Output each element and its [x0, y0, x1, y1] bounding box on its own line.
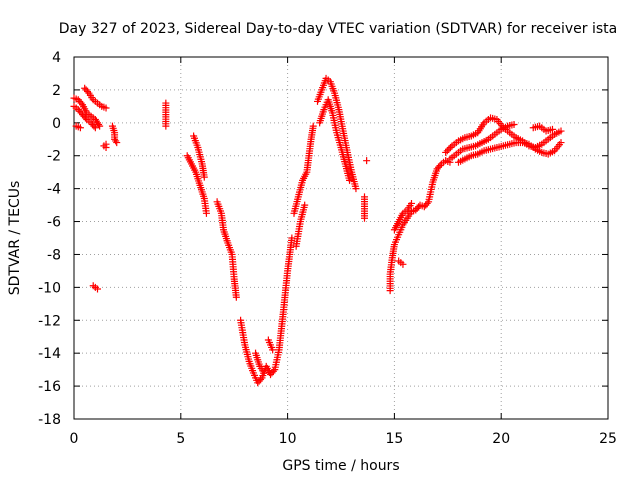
data-point: [548, 125, 556, 133]
data-point: [510, 120, 518, 128]
data-point: [557, 127, 565, 135]
data-point: [269, 346, 277, 354]
data-point: [557, 139, 565, 147]
grid: [74, 57, 608, 419]
x-tick-label: 5: [176, 431, 185, 447]
data-point: [257, 376, 265, 384]
data-point: [423, 199, 431, 207]
data-point: [102, 104, 110, 112]
y-tick-label: -4: [47, 182, 61, 198]
data-points: [70, 74, 565, 387]
y-tick-label: -18: [38, 412, 61, 428]
data-point: [288, 234, 296, 242]
data-point: [202, 209, 210, 217]
y-tick-label: -14: [38, 346, 61, 362]
x-tick-label: 15: [385, 431, 403, 447]
data-point: [81, 114, 89, 122]
data-point: [346, 176, 354, 184]
data-point: [399, 260, 407, 268]
y-axis-label: SDTVAR / TECUs: [7, 181, 23, 296]
data-point: [269, 367, 277, 375]
data-point: [301, 201, 309, 209]
data-point: [443, 147, 451, 155]
data-point: [90, 122, 98, 130]
data-point: [95, 120, 103, 128]
data-point: [363, 157, 371, 165]
data-point: [407, 199, 415, 207]
data-point: [84, 88, 92, 96]
y-tick-label: -8: [47, 247, 61, 263]
y-tick-label: 2: [52, 83, 61, 99]
x-tick-label: 20: [492, 431, 510, 447]
data-point: [200, 173, 208, 181]
data-point: [232, 293, 240, 301]
data-point: [91, 124, 99, 132]
y-tick-label: 4: [52, 50, 61, 66]
y-tick-label: -6: [47, 215, 61, 231]
data-point: [113, 139, 121, 147]
data-point: [352, 185, 360, 193]
data-point: [445, 145, 453, 153]
y-tick-label: -16: [38, 379, 61, 395]
x-tick-label: 10: [279, 431, 297, 447]
data-point: [76, 124, 84, 132]
data-point: [102, 140, 110, 148]
data-point: [112, 137, 120, 145]
data-point: [93, 285, 101, 293]
x-axis-label: GPS time / hours: [282, 458, 399, 474]
data-point: [77, 99, 85, 107]
y-tick-label: -12: [38, 313, 61, 329]
data-point: [309, 122, 317, 130]
plot-frame: [73, 56, 609, 420]
y-tick-label: -2: [47, 149, 61, 165]
x-tick-label: 25: [599, 431, 617, 447]
y-tick-label: 0: [52, 116, 61, 132]
chart-title: Day 327 of 2023, Sidereal Day-to-day VTE…: [59, 21, 617, 37]
data-point: [260, 369, 268, 377]
x-tick-label: 0: [70, 431, 79, 447]
data-point: [442, 148, 450, 156]
y-tick-label: -10: [38, 280, 61, 296]
data-point: [446, 144, 454, 151]
data-point: [162, 122, 170, 130]
data-point: [360, 214, 368, 222]
data-point: [436, 162, 444, 170]
